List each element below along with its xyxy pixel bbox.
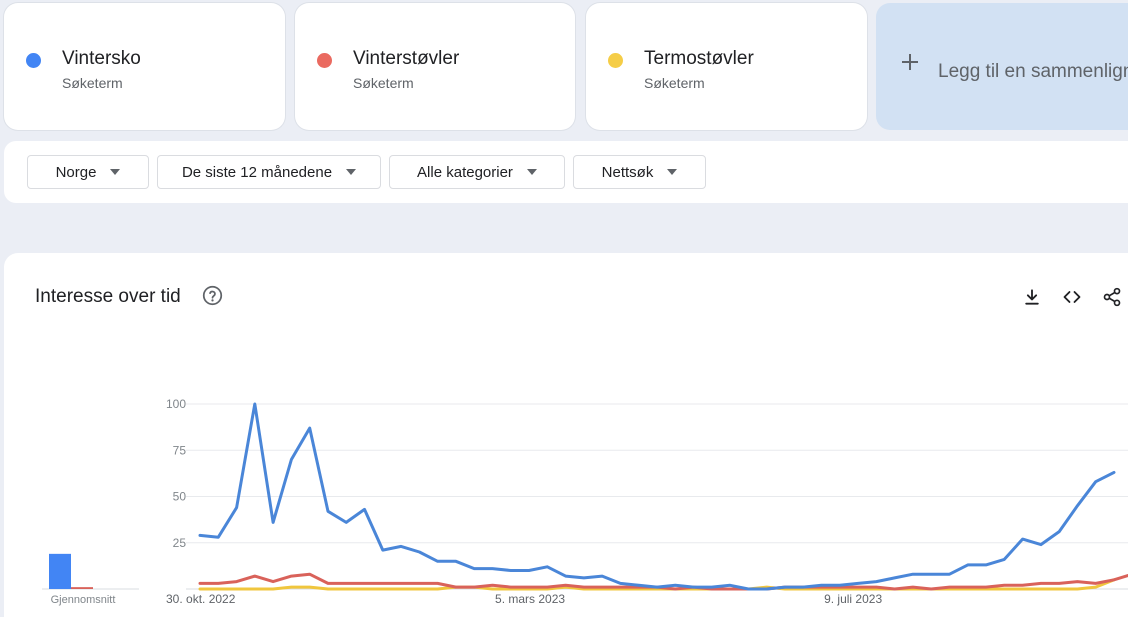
filter-bar: Norge De siste 12 månedene Alle kategori…	[4, 141, 1128, 203]
average-label: Gjennomsnitt	[51, 594, 116, 606]
caret-down-icon	[667, 169, 678, 175]
term-type: Søketerm	[62, 75, 123, 91]
series-line	[198, 572, 1128, 591]
x-tick-label: 5. mars 2023	[495, 592, 565, 606]
term-name: Vinterstøvler	[353, 48, 460, 69]
term-color-dot	[608, 53, 623, 68]
x-tick-label: 9. juli 2023	[824, 592, 882, 606]
term-type: Søketerm	[353, 75, 414, 91]
add-comparison-button[interactable]: Legg til en sammenligning	[876, 3, 1128, 130]
term-color-dot	[317, 53, 332, 68]
term-type: Søketerm	[644, 75, 705, 91]
y-tick-label: 50	[173, 490, 187, 504]
interest-chart: 25 50 75 100 Gjennomsnitt 30. okt. 2022 5. m…	[42, 397, 1128, 606]
time-range-dropdown[interactable]: De siste 12 månedene	[157, 155, 381, 189]
caret-down-icon	[346, 169, 357, 175]
time-range-dropdown-label: De siste 12 månedene	[181, 163, 333, 181]
caret-down-icon	[526, 169, 537, 175]
average-bar	[49, 553, 71, 589]
x-tick-label: 30. okt. 2022	[166, 592, 236, 606]
help-circle-icon[interactable]	[202, 285, 223, 306]
search-type-dropdown-label: Nettsøk	[601, 163, 654, 181]
y-tick-label: 100	[166, 397, 186, 411]
download-icon[interactable]	[1022, 287, 1042, 307]
category-dropdown-label: Alle kategorier	[417, 163, 513, 181]
search-type-dropdown[interactable]: Nettsøk	[573, 155, 706, 189]
y-tick-label: 25	[173, 536, 187, 550]
series-line	[198, 578, 1116, 591]
term-card-termostovler[interactable]: Termostøvler Søketerm	[586, 3, 867, 130]
share-icon[interactable]	[1102, 287, 1122, 307]
plus-icon	[902, 54, 918, 70]
interest-over-time-card: Interesse over tid 25 50 75 100 Gjennomsnit…	[4, 253, 1128, 617]
term-color-dot	[26, 53, 41, 68]
caret-down-icon	[110, 169, 121, 175]
add-comparison-label: Legg til en sammenligning	[938, 61, 1128, 82]
term-card-vinterstovler[interactable]: Vinterstøvler Søketerm	[295, 3, 575, 130]
average-bar	[71, 587, 93, 589]
series-line	[198, 402, 1116, 591]
term-card-vintersko[interactable]: Vintersko Søketerm	[4, 3, 285, 130]
region-dropdown-label: Norge	[55, 163, 97, 181]
category-dropdown[interactable]: Alle kategorier	[389, 155, 565, 189]
embed-code-icon[interactable]	[1062, 287, 1082, 307]
y-tick-label: 75	[173, 443, 187, 457]
region-dropdown[interactable]: Norge	[27, 155, 149, 189]
term-name: Termostøvler	[644, 48, 754, 69]
term-name: Vintersko	[62, 48, 141, 69]
chart-title: Interesse over tid	[35, 286, 181, 307]
